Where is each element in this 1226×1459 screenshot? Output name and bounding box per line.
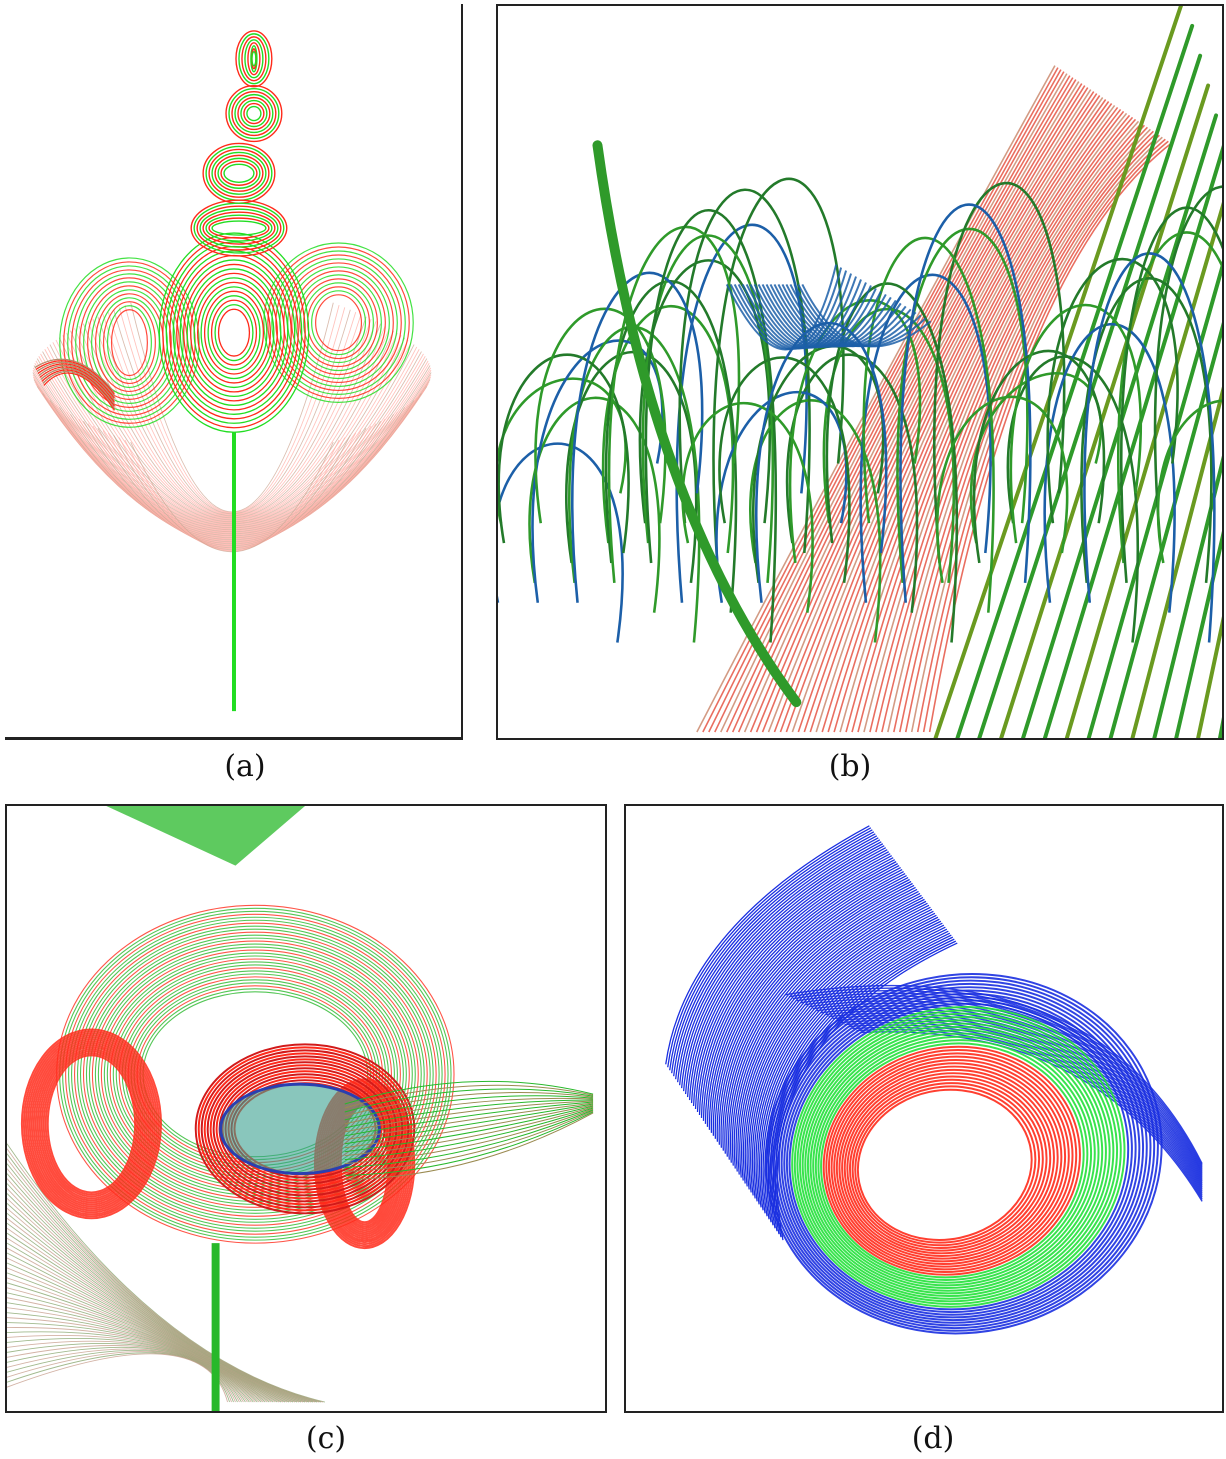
panel-b-streamtubes xyxy=(498,6,1222,738)
panel-a-image xyxy=(5,4,463,740)
panel-d-image xyxy=(624,804,1224,1413)
panel-b-caption: (b) xyxy=(828,749,872,784)
panel-c-streamsurfaces xyxy=(7,806,594,1411)
panel-d-spiral-surface xyxy=(665,825,1203,1335)
panel-c-caption: (c) xyxy=(305,1421,347,1456)
panel-b-image xyxy=(496,4,1224,740)
panel-c-image xyxy=(5,804,607,1413)
panel-d-caption: (d) xyxy=(911,1421,955,1456)
panel-a-streamlines xyxy=(32,30,432,712)
panel-a-caption: (a) xyxy=(224,749,266,784)
